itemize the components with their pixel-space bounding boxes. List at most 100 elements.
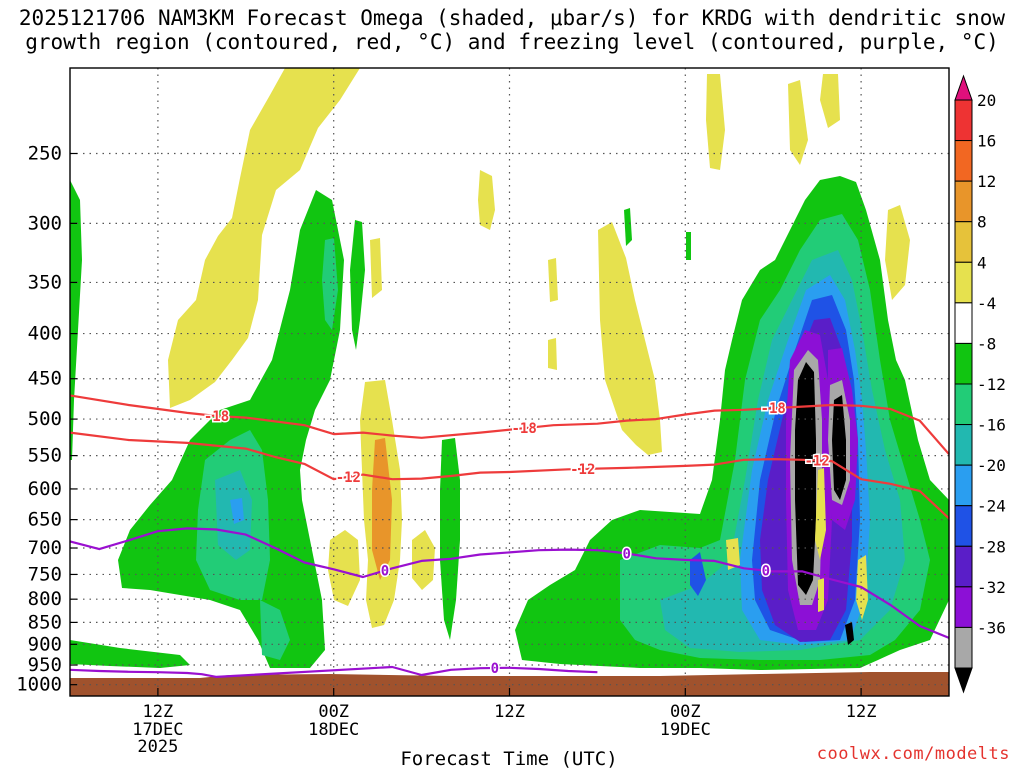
contour-label: -18: [512, 421, 537, 437]
omega-positive-patch: [370, 238, 382, 298]
y-tick-label: 750: [28, 563, 62, 585]
colorbar-swatch: [954, 545, 973, 588]
omega-negative-region: [832, 395, 846, 500]
colorbar-tick-label: -8: [977, 334, 996, 353]
contour-label: 0: [622, 546, 630, 562]
omega-negative-region: [686, 232, 691, 260]
omega-shading: [70, 68, 949, 670]
contour-line: [69, 394, 950, 455]
x-tick-label: 12Z: [143, 702, 174, 722]
colorbar-swatch: [954, 464, 973, 507]
colorbar-tick-label: -4: [977, 294, 996, 313]
omega-negative-region: [322, 238, 338, 330]
colorbar-tick-label: -20: [977, 456, 1006, 475]
omega-negative-region: [795, 362, 816, 595]
y-tick-label: 1000: [16, 674, 62, 696]
colorbar-tick-label: 12: [977, 172, 996, 191]
colorbar-swatch: [954, 626, 973, 669]
colorbar-swatch: [954, 261, 973, 304]
y-tick-label: 600: [28, 478, 62, 500]
y-tick-label: 500: [28, 408, 62, 430]
x-tick-year: 2025: [137, 737, 178, 757]
x-tick-label: 00Z: [318, 702, 349, 722]
omega-negative-region: [624, 208, 632, 246]
omega-negative-region: [230, 498, 244, 524]
colorbar-swatch: [954, 383, 973, 426]
y-tick-label: 950: [28, 654, 62, 676]
chart-title: 2025121706 NAM3KM Forecast Omega (shaded…: [0, 6, 1024, 54]
y-tick-label: 550: [28, 445, 62, 467]
colorbar-swatch: [954, 99, 973, 142]
x-tick-label: 12Z: [846, 702, 877, 722]
colorbar-tick-label: -24: [977, 497, 1006, 516]
omega-positive-patch: [168, 68, 360, 408]
title-line-1: 2025121706 NAM3KM Forecast Omega (shaded…: [18, 6, 1006, 30]
omega-negative-region: [260, 600, 290, 660]
omega-positive-patch: [372, 438, 392, 580]
x-axis-label: Forecast Time (UTC): [400, 748, 617, 768]
colorbar-top-arrow: [954, 74, 973, 101]
contour-line: [69, 527, 950, 639]
y-tick-label: 650: [28, 509, 62, 531]
contour-line: [69, 665, 598, 679]
colorbar-swatch: [954, 180, 973, 223]
omega-negative-region: [845, 622, 854, 645]
omega-positive-patch: [548, 338, 557, 370]
colorbar-tick-label: 4: [977, 253, 987, 272]
colorbar-tick-label: -36: [977, 618, 1006, 637]
source-credit: coolwx.com/modelts: [816, 744, 1010, 764]
contour-label: -12: [336, 470, 361, 486]
y-axis: 2503003504004505005506006507007508008509…: [16, 142, 77, 696]
colorbar-swatch: [954, 221, 973, 263]
y-tick-label: 900: [28, 633, 62, 655]
contour-label: 0: [381, 563, 389, 579]
omega-positive-patch: [726, 538, 740, 570]
x-tick-date: 18DEC: [308, 720, 359, 740]
colorbar-tick-label: -28: [977, 537, 1006, 556]
contour-label: 0: [491, 661, 499, 677]
y-tick-label: 850: [28, 611, 62, 633]
omega-positive-patch: [548, 258, 558, 302]
omega-negative-region: [70, 640, 190, 668]
omega-positive-patch: [815, 468, 826, 560]
ground-surface: [70, 672, 949, 696]
grid-lines: [70, 68, 949, 696]
omega-positive-patch: [820, 74, 840, 128]
colorbar-swatch: [954, 302, 973, 344]
omega-positive-patch: [788, 80, 808, 165]
omega-positive-patch: [598, 222, 662, 455]
contour-label: -18: [761, 401, 786, 417]
colorbar-tick-label: -12: [977, 375, 1006, 394]
omega-positive-patch: [885, 205, 910, 300]
y-tick-label: 250: [28, 142, 62, 164]
colorbar-swatch: [954, 424, 973, 466]
x-tick-date: 19DEC: [660, 720, 711, 740]
colorbar-bottom-arrow: [954, 667, 973, 694]
colorbar-tick-label: 8: [977, 213, 987, 232]
colorbar-tick-label: 20: [977, 91, 996, 110]
x-tick-label: 12Z: [494, 702, 525, 722]
contour-lines: -18 -18 -18 -12 -12 -12 0 0 0 0: [69, 394, 950, 679]
omega-positive-patch: [478, 170, 495, 230]
title-line-2: growth region (contoured, red, °C) and f…: [25, 30, 999, 54]
colorbar-tick-label: 16: [977, 132, 996, 151]
colorbar-swatch: [954, 586, 973, 628]
y-tick-label: 800: [28, 588, 62, 610]
omega-negative-region: [440, 438, 460, 640]
contour-line: [69, 431, 950, 520]
colorbar-swatch: [954, 140, 973, 182]
contour-label: -18: [204, 409, 229, 425]
colorbar-tick-label: -16: [977, 416, 1006, 435]
omega-positive-patch: [706, 74, 725, 170]
x-tick-date: 17DEC: [132, 720, 183, 740]
y-tick-label: 700: [28, 537, 62, 559]
y-tick-label: 300: [28, 212, 62, 234]
colorbar-swatch: [954, 505, 973, 547]
contour-label: 0: [762, 564, 770, 580]
y-tick-label: 400: [28, 323, 62, 345]
omega-negative-region: [70, 180, 82, 460]
omega-negative-region: [690, 552, 706, 596]
contour-label: -12: [805, 453, 830, 469]
colorbar-swatch: [954, 342, 973, 385]
